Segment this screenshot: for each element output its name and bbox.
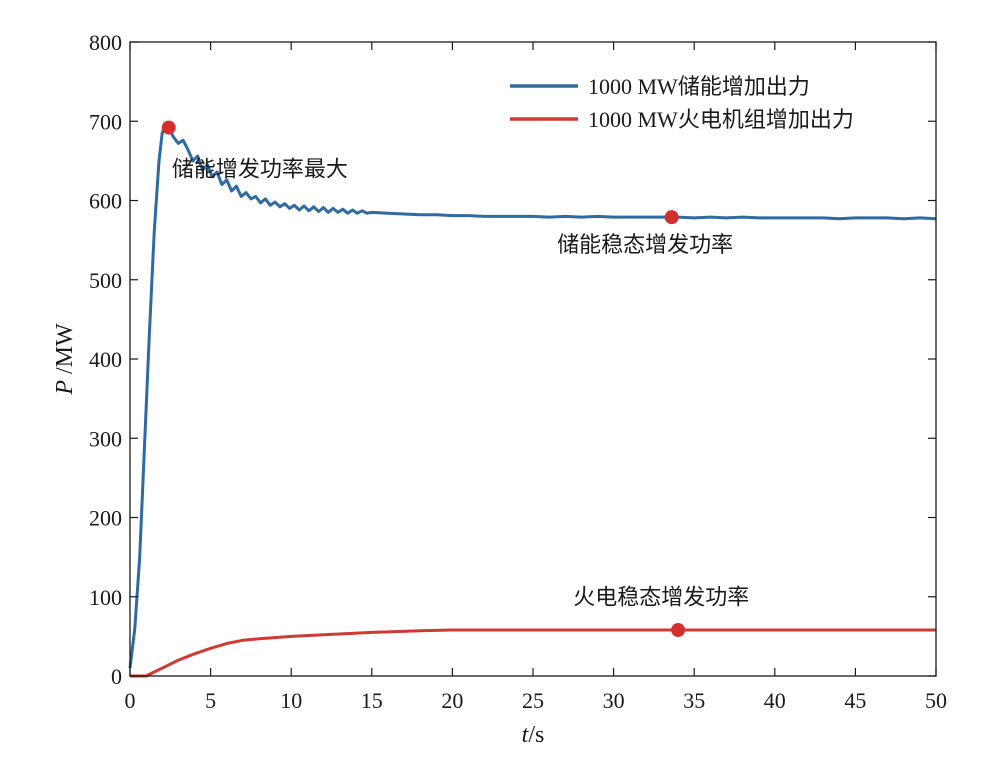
x-tick-label: 50 [925,688,947,713]
x-tick-label: 35 [683,688,705,713]
x-tick-label: 0 [125,688,136,713]
annotation-label: 储能增发功率最大 [172,158,348,183]
highlight-marker [161,120,176,135]
y-tick-label: 600 [89,189,122,214]
x-tick-label: 45 [844,688,866,713]
y-tick-label: 400 [89,347,122,372]
x-axis-var: t [522,722,530,748]
legend-label: 1000 MW储能增加出力 [588,74,810,99]
highlight-marker [671,623,686,638]
x-tick-label: 20 [441,688,463,713]
annotation-label: 火电稳态增发功率 [573,586,749,611]
y-tick-label: 0 [111,664,122,689]
y-tick-label: 700 [89,109,122,134]
x-tick-label: 15 [361,688,383,713]
y-tick-label: 100 [89,585,122,610]
y-tick-label: 300 [89,426,122,451]
plot-frame [129,41,937,677]
x-tick-label: 5 [205,688,216,713]
x-tick-label: 30 [603,688,625,713]
legend: 1000 MW储能增加出力 1000 MW火电机组增加出力 [510,74,854,132]
x-axis-label: t/s [522,722,545,748]
highlight-marker [664,210,679,225]
series-line-1 [128,123,937,669]
ticks-layer: 0 5 10 15 20 25 30 35 40 45 5001002003004005006007… [89,30,947,713]
series-layer [128,123,937,678]
y-axis-unit: /MW [52,323,78,380]
annotation-label: 储能稳态增发功率 [557,233,733,258]
markers-layer [161,120,686,638]
legend-label: 1000 MW火电机组增加出力 [588,107,854,132]
x-tick-label: 40 [764,688,786,713]
x-axis-unit: /s [528,722,544,748]
y-tick-label: 500 [89,268,122,293]
y-axis-var: P [52,380,78,396]
y-axis-label: P /MW [52,323,78,396]
y-tick-label: 200 [89,506,122,531]
x-tick-label: 25 [522,688,544,713]
y-tick-label: 800 [89,30,122,55]
x-tick-label: 10 [280,688,302,713]
series-line-2 [130,628,936,678]
